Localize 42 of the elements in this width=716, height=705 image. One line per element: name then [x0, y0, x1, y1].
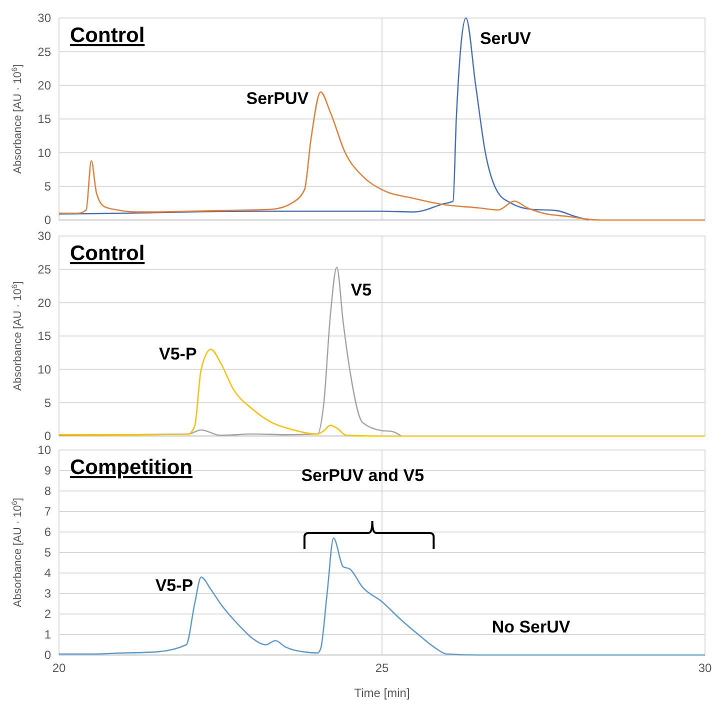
y-tick-label: 30 — [38, 11, 52, 26]
line-series — [58, 91, 706, 221]
annotation: V5-P — [159, 344, 197, 364]
chart-title: Control — [70, 242, 145, 265]
y-tick-label: 25 — [38, 262, 52, 277]
x-axis-title: Time [min] — [354, 686, 410, 700]
y-tick-label: 20 — [38, 78, 52, 93]
y-tick-label: 15 — [38, 329, 52, 344]
line-series — [58, 538, 706, 656]
annotation: No SerUV — [492, 617, 571, 636]
y-tick-label: 30 — [38, 229, 52, 244]
y-tick-label: 25 — [38, 44, 52, 59]
line-series — [58, 17, 590, 221]
y-tick-label: 10 — [38, 443, 52, 458]
y-tick-label: 20 — [38, 296, 52, 310]
y-tick-label: 0 — [44, 213, 52, 228]
y-tick-label: 0 — [44, 429, 52, 444]
annotation: SerUV — [480, 29, 532, 48]
y-tick-label: 0 — [44, 648, 52, 662]
y-tick-label: 10 — [38, 362, 52, 377]
y-tick-label: 1 — [44, 628, 52, 642]
chart-title: Control — [70, 24, 145, 47]
y-tick-label: 9 — [44, 464, 52, 478]
annotation: SerPUV and V5 — [301, 466, 424, 485]
chart-title: Competition — [70, 456, 192, 479]
y-tick-label: 7 — [44, 504, 52, 519]
annotation: V5 — [350, 280, 372, 300]
y-tick-label: 15 — [38, 112, 52, 126]
y-tick-label: 8 — [44, 484, 52, 498]
y-tick-label: 5 — [44, 180, 52, 194]
y-tick-label: 5 — [44, 546, 52, 560]
line-series — [58, 348, 706, 437]
y-tick-label: 10 — [38, 146, 52, 160]
y-tick-label: 5 — [44, 396, 52, 410]
y-tick-label: 4 — [44, 566, 52, 580]
annotation: SerPUV — [246, 89, 310, 108]
y-tick-label: 2 — [44, 607, 52, 622]
x-tick-label: 25 — [375, 661, 389, 675]
x-tick-label: 30 — [698, 661, 712, 675]
y-tick-label: 6 — [44, 525, 52, 540]
y-tick-label: 3 — [44, 586, 52, 601]
annotation: V5-P — [155, 576, 194, 596]
